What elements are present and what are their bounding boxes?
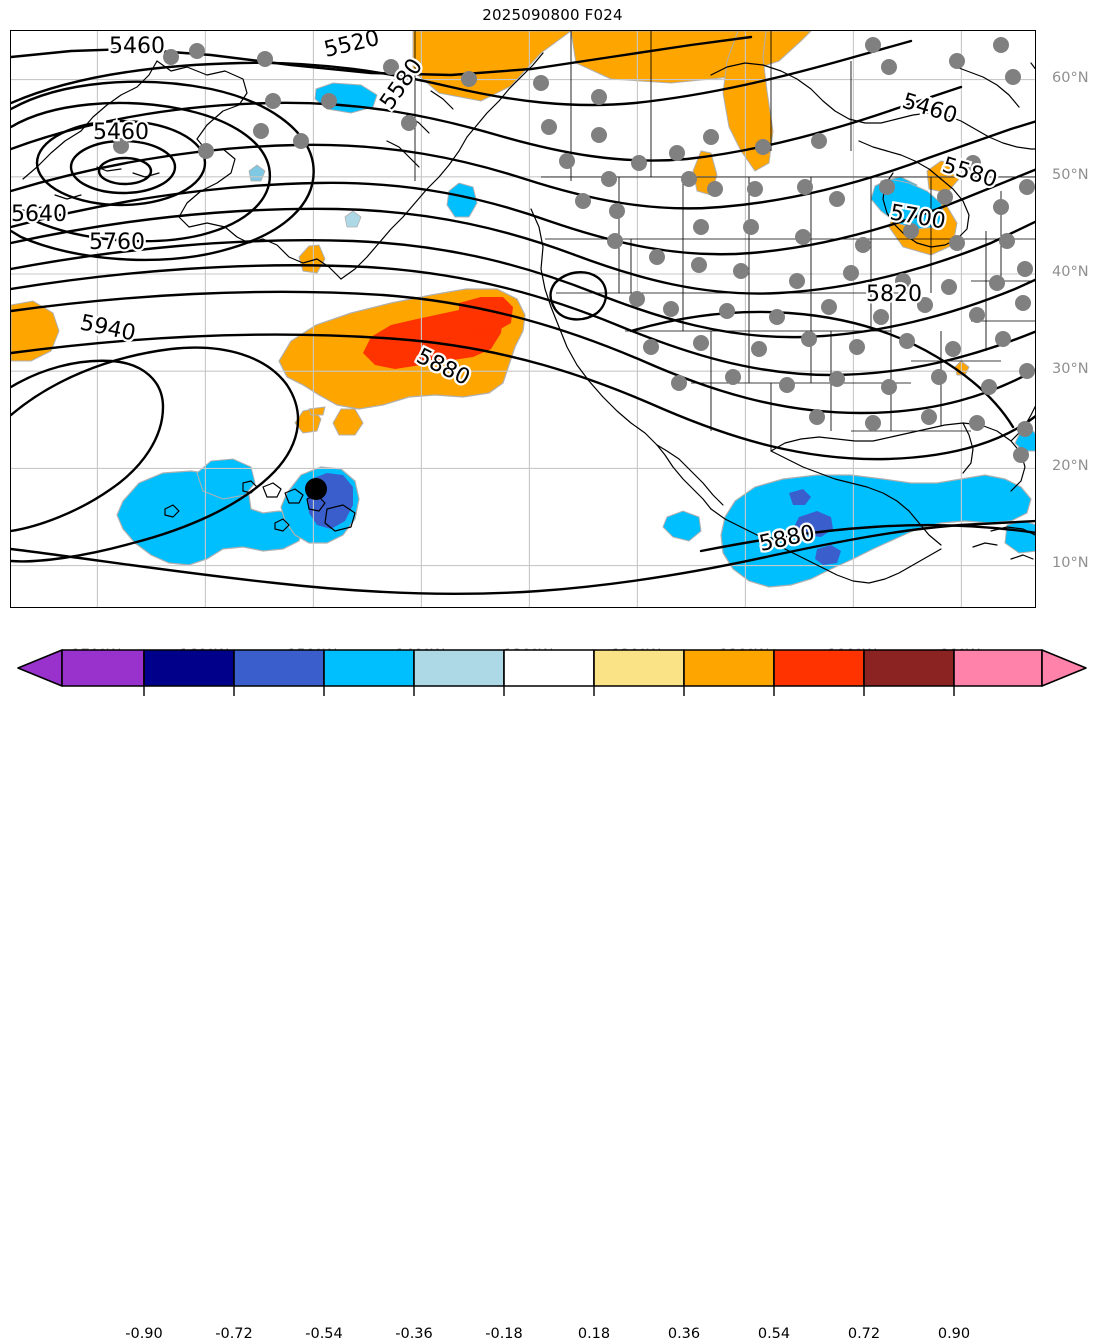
colorbar-tick-label: 0.36 bbox=[667, 1326, 701, 1342]
colorbar-segment bbox=[413, 649, 505, 687]
map-panel: 5460 5520 5460 5580 5640 5760 5940 5460 … bbox=[10, 30, 1089, 663]
anomaly-patch-darkblue bbox=[815, 545, 841, 565]
lat-tick-10n: 10°N bbox=[1052, 555, 1089, 571]
filled-anomaly-layer bbox=[11, 31, 1035, 588]
map-frame: 5460 5520 5460 5580 5640 5760 5940 5460 … bbox=[10, 30, 1036, 608]
colorbar-tick-label: -0.18 bbox=[485, 1326, 523, 1342]
anomaly-patch-orange bbox=[332, 408, 364, 436]
anomaly-patch-cyan bbox=[248, 164, 266, 182]
colorbar-segment bbox=[323, 649, 415, 687]
colorbar-segments bbox=[17, 649, 1087, 687]
anomaly-patch-cyan bbox=[446, 182, 478, 218]
colorbar-segment bbox=[593, 649, 685, 687]
colorbar-segment bbox=[61, 649, 145, 687]
colorbar-tick-label: 0.90 bbox=[937, 1326, 971, 1342]
contour-label: 5460 bbox=[109, 34, 165, 59]
anomaly-patch-red bbox=[459, 297, 513, 331]
contour-label: 5520 bbox=[322, 31, 382, 63]
colorbar-segment bbox=[683, 649, 775, 687]
colorbar-ticks bbox=[143, 686, 955, 696]
colorbar-segment bbox=[233, 649, 325, 687]
colorbar-over-arrow bbox=[1041, 649, 1087, 687]
anomaly-patch-orange bbox=[722, 31, 774, 172]
colorbar-tick-label: 0.72 bbox=[847, 1326, 881, 1342]
colorbar: -0.90 -0.72 -0.54 -0.36 -0.18 0.18 0.36 … bbox=[0, 648, 1105, 1342]
contour-label: 5460 bbox=[899, 89, 960, 129]
contour-label: 5940 bbox=[78, 310, 138, 346]
figure-title: 2025090800 F024 bbox=[482, 6, 623, 24]
figure-root: 2025090800 F024 bbox=[0, 6, 1105, 1342]
lat-tick-50n: 50°N bbox=[1052, 167, 1089, 183]
tc-center-marker bbox=[305, 478, 327, 500]
colorbar-tick-label: 0.18 bbox=[577, 1326, 611, 1342]
lat-tick-30n: 30°N bbox=[1052, 361, 1089, 377]
anomaly-patch-cyan bbox=[196, 458, 256, 500]
contour-label: 5760 bbox=[89, 230, 145, 255]
colorbar-segment bbox=[953, 649, 1043, 687]
colorbar-canvas bbox=[17, 649, 1087, 696]
anomaly-patch-darkblue bbox=[789, 489, 811, 505]
contour-label: 5460 bbox=[93, 120, 149, 145]
colorbar-tick-label: 0.54 bbox=[757, 1326, 791, 1342]
anomaly-patch-cyan bbox=[344, 210, 362, 228]
colorbar-tick-label: -0.72 bbox=[215, 1326, 253, 1342]
contour-label: 5580 bbox=[375, 54, 428, 114]
contour-label: 5820 bbox=[866, 282, 922, 307]
lat-tick-20n: 20°N bbox=[1052, 458, 1089, 474]
colorbar-segment bbox=[773, 649, 865, 687]
colorbar-segment bbox=[503, 649, 595, 687]
station-marker-layer bbox=[113, 37, 1035, 463]
anomaly-patch-orange bbox=[308, 406, 326, 416]
colorbar-segment bbox=[863, 649, 955, 687]
colorbar-under-arrow bbox=[17, 649, 63, 687]
anomaly-patch-cyan bbox=[662, 510, 702, 542]
coastline-layer bbox=[11, 52, 1035, 584]
colorbar-tick-label: -0.36 bbox=[395, 1326, 433, 1342]
colorbar-tick-label: -0.90 bbox=[125, 1326, 163, 1342]
map-canvas: 5460 5520 5460 5580 5640 5760 5940 5460 … bbox=[11, 31, 1035, 607]
contour-layer bbox=[11, 35, 1035, 596]
lat-tick-60n: 60°N bbox=[1052, 70, 1089, 86]
lat-tick-40n: 40°N bbox=[1052, 264, 1089, 280]
colorbar-tick-label: -0.54 bbox=[305, 1326, 343, 1342]
contour-label: 5640 bbox=[11, 202, 67, 227]
anomaly-patch-orange bbox=[11, 300, 60, 362]
anomaly-patch-cyan bbox=[1004, 520, 1035, 554]
colorbar-segment bbox=[143, 649, 235, 687]
anomaly-patch-orange bbox=[298, 244, 326, 274]
